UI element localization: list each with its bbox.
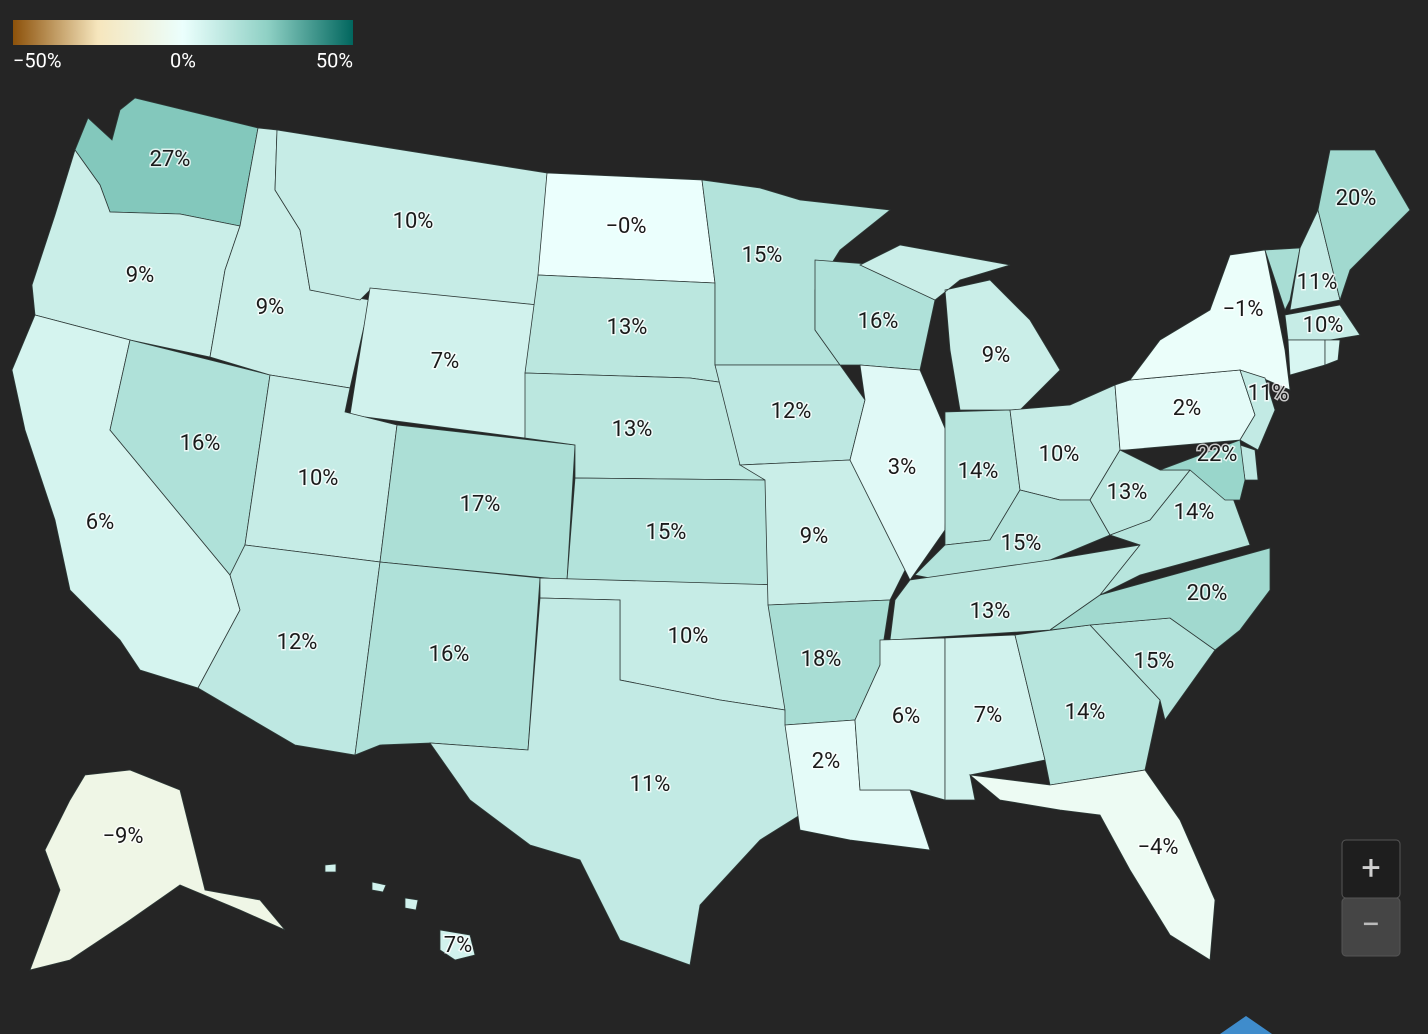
state-value-label: 13% — [970, 599, 1011, 624]
state — [1264, 247, 1301, 312]
state-value-label: 10% — [1303, 313, 1344, 338]
state-value-label: 6% — [892, 704, 920, 729]
state-value-label: 14% — [1065, 700, 1106, 725]
state — [1129, 249, 1291, 391]
state-value-label: 10% — [298, 466, 339, 491]
state-value-label: 22% — [1197, 442, 1238, 467]
state-value-label: 11% — [1248, 381, 1289, 406]
state-value-label: 15% — [742, 243, 783, 268]
state-value-label: 13% — [1107, 480, 1148, 505]
state-value-label: −4% — [1137, 835, 1178, 860]
state-value-label: −9% — [102, 824, 143, 849]
state — [1239, 369, 1276, 451]
state — [1284, 304, 1361, 341]
state — [1049, 547, 1271, 651]
state-value-label: 11% — [1297, 270, 1338, 295]
state — [859, 244, 1061, 411]
state-value-label: 10% — [668, 624, 709, 649]
state — [1159, 439, 1246, 501]
state-value-label: −1% — [1222, 297, 1263, 322]
state-value-label: 10% — [393, 209, 434, 234]
state-value-label: 2% — [812, 749, 840, 774]
state — [29, 769, 286, 971]
state — [429, 597, 801, 966]
colorbar-tick-label: −50% — [13, 48, 62, 72]
zoom-out-button[interactable] — [1341, 897, 1401, 957]
state — [324, 863, 476, 961]
state-value-label: 7% — [974, 703, 1002, 728]
zoom-in-icon[interactable]: + — [1361, 848, 1380, 888]
state-value-label: 16% — [858, 309, 899, 334]
state-value-label: 9% — [126, 263, 154, 288]
state-value-label: 15% — [1134, 649, 1175, 674]
state-value-label: 10% — [1039, 442, 1080, 467]
state — [968, 769, 1216, 961]
state-value-label: 20% — [1187, 581, 1228, 606]
state-value-label: 15% — [1001, 531, 1042, 556]
state-value-label: 20% — [1336, 186, 1377, 211]
state-value-label: 7% — [431, 349, 459, 374]
state-value-label: 7% — [444, 933, 472, 958]
state-value-label: 9% — [800, 524, 828, 549]
state-value-label: 13% — [612, 417, 653, 442]
state-value-label: 9% — [982, 343, 1010, 368]
colorbar-tick-label: 0% — [170, 48, 196, 72]
state-value-label: 11% — [630, 772, 671, 797]
colorbar-tick-label: 50% — [316, 48, 353, 72]
state-value-label: 16% — [429, 642, 470, 667]
colorbar — [13, 20, 353, 45]
state-value-label: 2% — [1173, 396, 1201, 421]
state-value-label: 14% — [1174, 500, 1215, 525]
states — [11, 97, 1411, 971]
state-value-label: −0% — [605, 214, 646, 239]
state-value-label: 3% — [888, 455, 916, 480]
state — [1287, 339, 1326, 376]
state-value-label: 12% — [277, 630, 318, 655]
state-value-label: 6% — [86, 510, 114, 535]
state-value-label: 27% — [150, 147, 191, 172]
state-labels: 27% 9% 6% 16% 9% 10% 7% 10% 12% 17% 16% −0% 13% 13% 15… — [84, 145, 1378, 959]
state-value-label: 17% — [460, 492, 501, 517]
state-value-label: 13% — [607, 315, 648, 340]
state-value-label: 16% — [180, 431, 221, 456]
state — [1317, 149, 1411, 302]
state-value-label: 15% — [646, 520, 687, 545]
state-value-label: 9% — [256, 295, 284, 320]
state — [1324, 339, 1341, 366]
zoom-control: + − — [1341, 839, 1401, 957]
state-value-label: 18% — [801, 647, 842, 672]
state-value-label: 12% — [771, 399, 812, 424]
attribution-icon — [1220, 1016, 1272, 1034]
zoom-out-icon[interactable]: − — [1361, 905, 1380, 945]
state-value-label: 14% — [958, 459, 999, 484]
